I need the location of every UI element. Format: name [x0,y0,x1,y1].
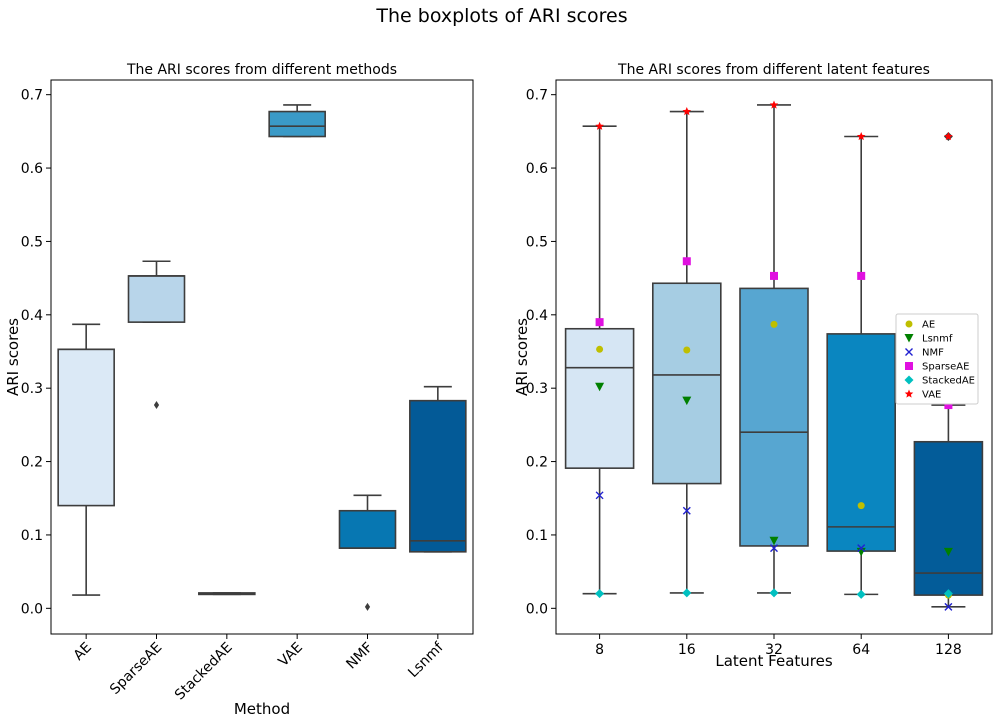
box-16 [651,282,722,485]
x-tick-label: 8 [595,642,604,658]
y-axis-label: ARI scores [513,318,531,396]
x-tick-label: 128 [935,642,962,658]
chart-title: The ARI scores from different methods [126,62,397,78]
point-VAE [856,132,866,141]
latent-features-boxplot-panel: The ARI scores from different latent fea… [513,62,993,670]
point-StackedAE [682,588,692,598]
point-Lsnmf [943,547,953,557]
legend-marker-VAE [904,389,914,398]
point-NMF [682,506,691,515]
x-tick-label: AE [71,640,95,664]
y-tick-label: 0.4 [21,308,43,324]
y-tick-label: 0.3 [526,381,548,397]
y-tick-label: 0.0 [526,601,548,617]
point-StackedAE [943,589,953,599]
point-VAE [769,100,779,109]
y-tick-label: 0.7 [21,88,43,104]
point-StackedAE [595,589,605,599]
legend-box [895,313,979,405]
point-NMF [944,602,953,611]
y-tick-label: 0.6 [526,161,548,177]
y-tick-label: 0.1 [21,528,43,544]
point-SparseAE [595,318,604,327]
x-tick-label: 16 [678,642,696,658]
point-AE [683,346,691,354]
y-tick-label: 0.4 [526,308,548,324]
point-NMF [770,544,778,553]
point-StackedAE [769,588,779,598]
y-axis-label: ARI scores [4,318,22,396]
point-StackedAE [856,589,866,599]
point-VAE [944,132,953,141]
point-AE [770,320,778,328]
point-SparseAE [770,271,778,280]
y-tick-label: 0.1 [526,528,548,544]
x-tick-label: StackedAE [172,640,236,704]
y-tick-label: 0.7 [526,88,548,104]
box-128 [913,440,984,596]
methods-boxplot-panel: The ARI scores from different methods 0.0… [4,62,474,718]
y-tick-label: 0.2 [526,455,548,471]
x-tick-label: Lsnmf [405,639,447,681]
legend: AE Lsnmf NMF SparseAE StackedAE VAE [895,313,979,405]
y-tick-label: 0.3 [21,381,43,397]
box-SparseAE [127,275,186,323]
x-tick-label: 64 [852,642,870,658]
box-NMF [338,509,397,549]
chart-title: The ARI scores from different latent fea… [617,62,930,78]
axes-frame [50,79,474,635]
box-Lsnmf [409,399,467,553]
x-tick-label: VAE [276,640,306,670]
legend-marker-NMF [905,348,913,356]
point-SparseAE [682,257,691,266]
legend-label: SparseAE [922,362,969,373]
outlier-point [153,401,160,410]
legend-label: AE [922,320,935,331]
legend-marker-Lsnmf [904,334,914,343]
point-AE [596,345,604,353]
x-tick-label: NMF [343,640,376,673]
legend-label: NMF [922,348,944,359]
legend-marker-StackedAE [904,375,914,385]
legend-label: Lsnmf [922,334,953,345]
box-32 [739,287,809,547]
y-tick-label: 0.2 [21,455,43,471]
x-tick-label: 32 [765,642,783,658]
y-tick-label: 0.5 [21,234,43,250]
y-tick-label: 0.0 [21,601,43,617]
legend-label: VAE [922,390,941,401]
y-tick-label: 0.6 [21,161,43,177]
legend-label: StackedAE [922,376,975,387]
outlier-point [364,602,371,611]
box-64 [826,333,897,552]
point-VAE [682,107,692,116]
x-tick-label: SparseAE [107,640,165,698]
point-NMF [857,544,866,553]
figure-title: The boxplots of ARI scores [375,5,627,27]
point-Lsnmf [769,536,779,546]
point-VAE [595,121,604,130]
y-tick-label: 0.5 [526,234,548,250]
point-SparseAE [857,271,866,280]
x-axis-label: Method [234,700,290,718]
x-axis-label: Latent Features [715,652,832,670]
point-Lsnmf [595,382,605,392]
point-SparseAE [944,401,953,410]
legend-marker-AE [905,320,913,328]
point-Lsnmf [682,396,692,406]
point-NMF [595,491,604,500]
box-VAE [268,110,326,138]
legend-marker-SparseAE [905,362,913,370]
point-AE [857,502,865,510]
box-AE [57,348,115,507]
